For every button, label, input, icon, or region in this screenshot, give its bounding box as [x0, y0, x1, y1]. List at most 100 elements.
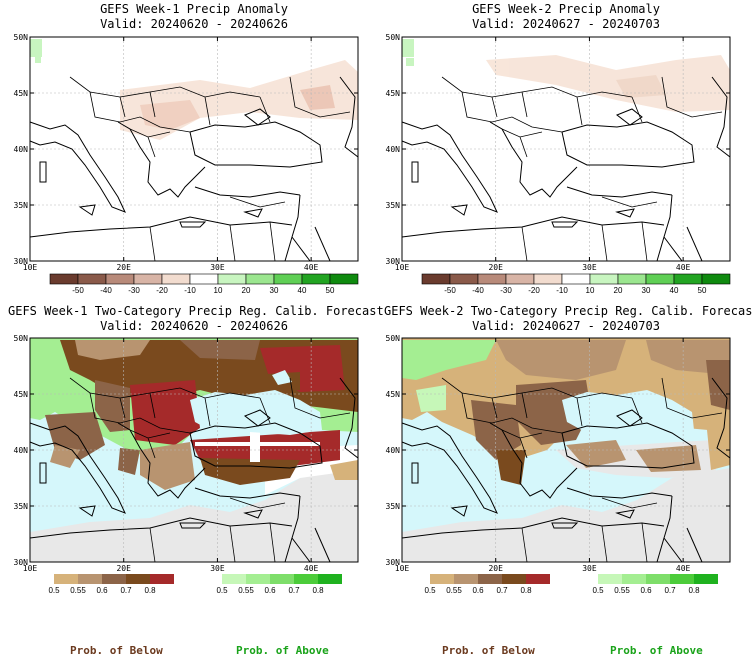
border-9	[601, 497, 658, 509]
colorbar-swatch	[77, 273, 107, 285]
anomaly-colorbar-1: -50 -40 -30 -20 -10 10 20 30 40 50	[49, 273, 359, 295]
coastline-9	[615, 108, 643, 126]
coastline-11	[39, 462, 47, 484]
colorbar-swatch	[102, 574, 126, 584]
colorbar-swatch	[301, 273, 331, 285]
border-7	[519, 437, 528, 459]
panel-4-overlay: 10E 20E 30E 40E 50N 45N 40N 35N 30N	[386, 334, 731, 573]
colorbar-label: 30	[270, 286, 279, 295]
prob-below-colorbar-2: 0.5 0.55 0.6 0.7 0.8	[424, 574, 550, 595]
colorbar-label: 0.8	[144, 586, 156, 595]
colorbar-swatch	[294, 574, 318, 584]
border-10	[641, 522, 648, 563]
lon-label: 20E	[488, 564, 503, 573]
colorbar-swatch	[421, 273, 451, 285]
border-2	[149, 392, 156, 419]
lon-label: 10E	[395, 263, 410, 272]
border-5	[119, 96, 126, 118]
coastline-5	[401, 216, 665, 238]
coastline-2	[189, 121, 323, 168]
border-4	[259, 96, 271, 123]
lon-label: 30E	[210, 564, 225, 573]
border-10	[269, 522, 276, 563]
border-12	[521, 527, 528, 563]
coastline-0	[401, 121, 498, 213]
lon-label: 20E	[116, 564, 131, 573]
panel-3-valid: Valid: 20240620 - 20240626	[100, 319, 288, 333]
colorbar-label: 0.5	[424, 586, 436, 595]
colorbar-swatch	[133, 273, 163, 285]
colorbar-swatch	[505, 273, 535, 285]
panel-4-land-south	[402, 468, 730, 562]
coastline-3	[194, 186, 301, 198]
colorbar-label: 0.7	[496, 586, 508, 595]
colorbar-swatch	[617, 273, 647, 285]
coastline-9	[615, 409, 643, 427]
border-10	[641, 221, 648, 262]
colorbar-swatch	[502, 574, 526, 584]
coastline-1	[489, 422, 578, 499]
lat-label: 35N	[386, 201, 401, 210]
coastline-2	[189, 422, 323, 469]
colorbar-label: 50	[698, 286, 707, 295]
border-1	[89, 91, 191, 133]
border-3	[204, 397, 211, 427]
colorbar-swatch	[49, 273, 79, 285]
lon-label: 30E	[582, 263, 597, 272]
border-4	[259, 397, 271, 424]
panel-1-valid: Valid: 20240620 - 20240626	[100, 17, 288, 31]
coastline-12	[551, 522, 579, 529]
border-12	[149, 527, 156, 563]
colorbar-swatch	[105, 273, 135, 285]
lat-label: 35N	[14, 502, 29, 511]
coastline-12	[551, 221, 579, 228]
border-3	[204, 96, 211, 126]
anomaly-colorbar-2: -50 -40 -30 -20 -10 10 20 30 40 50	[421, 273, 731, 295]
lat-label: 45N	[386, 89, 401, 98]
colorbar-label: -50	[444, 286, 456, 295]
border-1	[461, 91, 563, 133]
coastline-10	[78, 204, 96, 216]
border-8	[661, 76, 723, 118]
colorbar-label: 0.5	[592, 586, 604, 595]
colorbar-swatch	[449, 273, 479, 285]
border-11	[229, 525, 236, 563]
border-3	[576, 397, 583, 427]
lon-label: 10E	[23, 564, 38, 573]
coastline-5	[401, 517, 665, 539]
prob-above-colorbar-2: 0.5 0.55 0.6 0.7 0.8	[592, 574, 718, 595]
colorbar-swatch	[589, 273, 619, 285]
colorbar-swatch	[670, 574, 694, 584]
colorbar-label: 0.6	[96, 586, 108, 595]
panel-4-map: 10E 20E 30E 40E 50N 45N 40N 35N 30N	[386, 334, 731, 573]
colorbar-label: 0.6	[640, 586, 652, 595]
border-4	[631, 397, 643, 424]
lon-label: 10E	[23, 263, 38, 272]
colorbar-label: 0.6	[264, 586, 276, 595]
border-5	[491, 397, 498, 419]
prob-above-colorbar-1: 0.5 0.55 0.6 0.7 0.8	[216, 574, 342, 595]
coastline-11	[411, 462, 419, 484]
coastline-2	[561, 121, 695, 168]
border-7	[147, 437, 156, 459]
colorbar-swatch	[622, 574, 646, 584]
coastline-1	[489, 121, 578, 198]
colorbar-swatch	[701, 273, 731, 285]
coastline-12	[179, 221, 207, 228]
lon-label: 40E	[676, 263, 691, 272]
coastline-12	[179, 522, 207, 529]
coastline-1	[117, 121, 206, 198]
border-9	[229, 497, 286, 509]
colorbar-label: 20	[614, 286, 623, 295]
colorbar-swatch	[598, 574, 622, 584]
coastline-1	[117, 422, 206, 499]
border-10	[269, 221, 276, 262]
lat-label: 30N	[14, 558, 29, 567]
panel-1-overlay: 10E 20E 30E 40E 50N 45N 40N 35N 30N	[14, 33, 359, 272]
colorbar-swatch	[477, 273, 507, 285]
border-1	[461, 392, 563, 434]
colorbar-label: 40	[298, 286, 307, 295]
panel-3-land-south	[30, 468, 358, 562]
coastline-3	[566, 186, 673, 198]
prob-below-label-1: Prob. of Below	[70, 644, 163, 657]
